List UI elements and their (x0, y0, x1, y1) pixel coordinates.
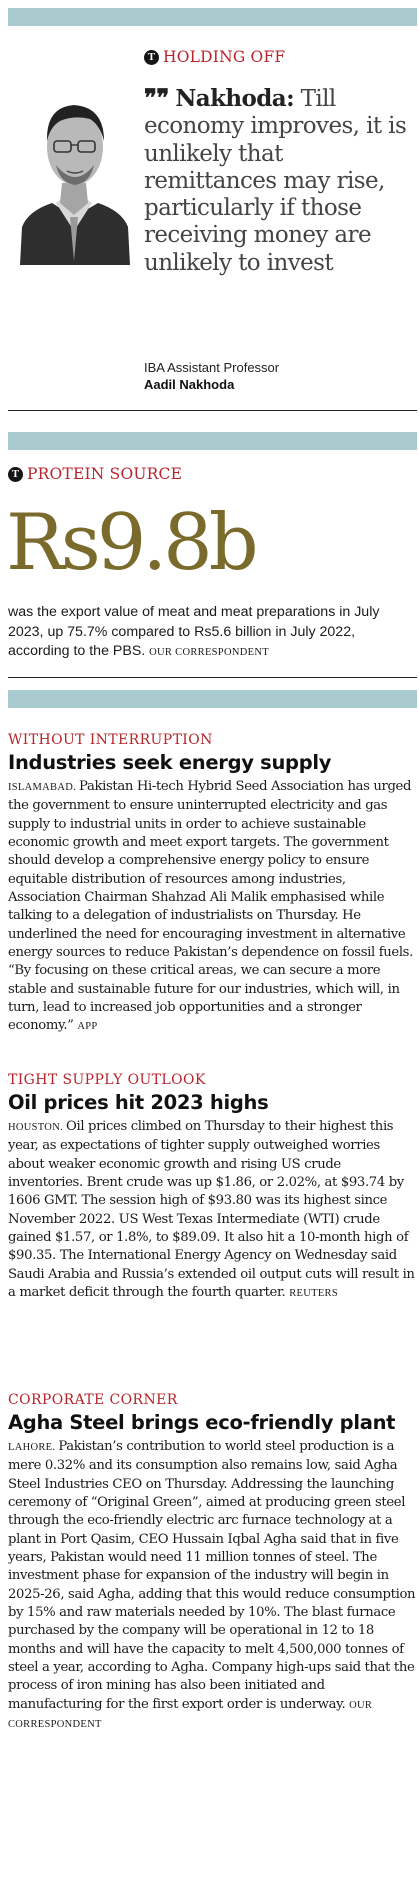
section-band-top (8, 8, 417, 26)
article-headline: Oil prices hit 2023 highs (8, 1091, 269, 1114)
article-headline: Agha Steel brings eco-friendly plant (8, 1411, 396, 1434)
article-kicker: CORPORATE CORNER (8, 1392, 178, 1408)
section-band-middle (8, 432, 417, 450)
article-text: Pakistan Hi-tech Hybrid Seed Association… (8, 779, 413, 1034)
protein-source-kicker: T PROTEIN SOURCE (8, 465, 182, 483)
quote-speaker: Nakhoda: (175, 85, 294, 112)
article-credit: APP (77, 1021, 98, 1033)
holding-off-kicker-label: HOLDING OFF (163, 48, 286, 66)
divider-rule (8, 677, 417, 678)
article-dateline: LAHORE. (8, 1442, 56, 1453)
article-body: HOUSTON. Oil prices climbed on Thursday t… (8, 1118, 418, 1303)
article-text: Pakistan’s contribution to world steel p… (8, 1439, 416, 1712)
pull-quote: ❞❞ Nakhoda: Till economy improves, it is… (144, 84, 416, 277)
quote-text: Till economy improves, it is unlikely th… (144, 86, 407, 276)
article-kicker: TIGHT SUPPLY OUTLOOK (8, 1072, 206, 1088)
portrait-photo (20, 105, 130, 265)
big-figure: Rs9.8b (6, 498, 259, 588)
article-credit: REUTERS (289, 1288, 338, 1300)
divider-rule (8, 410, 417, 411)
article-body: ISLAMABAD. Pakistan Hi-tech Hybrid Seed A… (8, 778, 418, 1037)
stat-credit: OUR CORRESPONDENT (149, 647, 269, 658)
article-agha-steel: CORPORATE CORNER Agha Steel brings eco-f… (8, 1392, 418, 1735)
holding-off-kicker: T HOLDING OFF (144, 48, 285, 66)
stat-text: was the export value of meat and meat pr… (8, 604, 380, 659)
tribune-t-logo-icon: T (144, 49, 159, 65)
article-kicker: WITHOUT INTERRUPTION (8, 732, 213, 748)
article-dateline: HOUSTON. (8, 1122, 64, 1133)
article-text: Oil prices climbed on Thursday to their … (8, 1119, 415, 1301)
article-energy-supply: WITHOUT INTERRUPTION Industries seek ene… (8, 732, 418, 1037)
article-body: LAHORE. Pakistan’s contribution to world … (8, 1438, 418, 1735)
person-name: Aadil Nakhoda (144, 377, 235, 392)
section-band-bottom (8, 690, 417, 708)
person-role: IBA Assistant Professor (144, 360, 280, 375)
article-oil-prices: TIGHT SUPPLY OUTLOOK Oil prices hit 2023… (8, 1072, 418, 1303)
article-dateline: ISLAMABAD. (8, 782, 77, 793)
quote-mark-icon: ❞❞ (144, 83, 169, 112)
tribune-t-logo-icon: T (8, 466, 23, 482)
protein-source-kicker-label: PROTEIN SOURCE (27, 465, 183, 483)
stat-description: was the export value of meat and meat pr… (8, 603, 418, 663)
article-headline: Industries seek energy supply (8, 751, 332, 774)
article-credit: OUR CORRESPONDENT (8, 1699, 373, 1731)
